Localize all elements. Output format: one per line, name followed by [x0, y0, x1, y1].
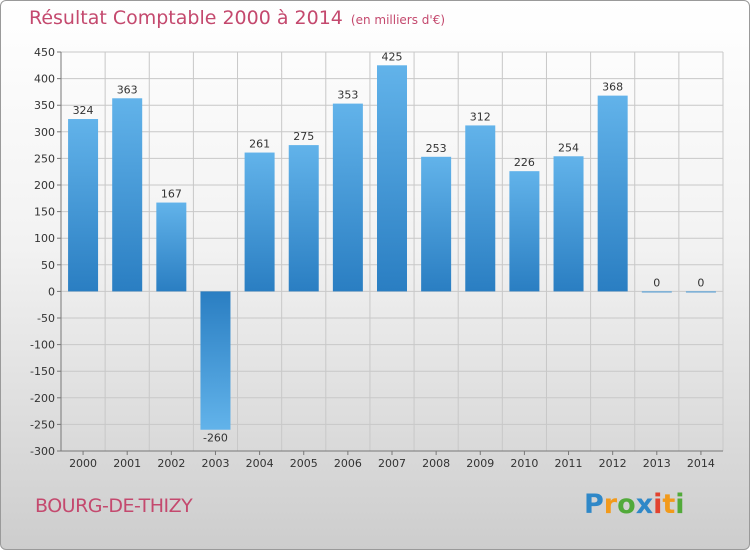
- data-label-2005: 275: [293, 130, 314, 143]
- x-tick-label-2003: 2003: [201, 457, 229, 470]
- logo-letter: i: [675, 489, 685, 520]
- data-label-2004: 261: [249, 138, 270, 151]
- bar-2003[interactable]: [200, 291, 231, 430]
- x-tick-label-2009: 2009: [466, 457, 494, 470]
- y-tick-label: 200: [34, 179, 55, 192]
- bar-2007[interactable]: [377, 65, 407, 292]
- x-tick-label-2001: 2001: [113, 457, 141, 470]
- bar-2001[interactable]: [112, 98, 143, 292]
- y-tick-label: 0: [48, 285, 55, 298]
- data-label-2009: 312: [470, 110, 491, 123]
- bar-2010[interactable]: [509, 171, 540, 292]
- x-tick-label-2007: 2007: [378, 457, 406, 470]
- y-tick-label: 150: [34, 206, 55, 219]
- data-label-2002: 167: [161, 188, 182, 201]
- y-tick-label: -250: [30, 418, 55, 431]
- y-tick-label: -100: [30, 339, 55, 352]
- data-label-2008: 253: [426, 142, 447, 155]
- data-label-2010: 226: [514, 156, 535, 169]
- data-label-2014: 0: [697, 276, 704, 289]
- proxiti-logo[interactable]: Proxiti: [584, 489, 685, 520]
- x-tick-label-2005: 2005: [290, 457, 318, 470]
- y-tick-label: 250: [34, 152, 55, 165]
- bar-2012[interactable]: [597, 95, 628, 292]
- chart-title-text: Résultat Comptable 2000 à 2014: [29, 7, 343, 29]
- data-label-2012: 368: [602, 81, 623, 94]
- y-tick-label: 350: [34, 99, 55, 112]
- bar-2006[interactable]: [332, 103, 363, 292]
- data-label-2001: 363: [117, 83, 138, 96]
- logo-letter: t: [662, 489, 676, 520]
- commune-name: BOURG-DE-THIZY: [35, 495, 193, 517]
- y-tick-label: 100: [34, 232, 55, 245]
- x-tick-label-2004: 2004: [246, 457, 274, 470]
- x-tick-label-2006: 2006: [334, 457, 362, 470]
- y-tick-label: -50: [37, 312, 55, 325]
- x-tick-label-2012: 2012: [599, 457, 627, 470]
- y-tick-label: -150: [30, 365, 55, 378]
- x-tick-label-2014: 2014: [687, 457, 715, 470]
- bar-layer: [68, 65, 716, 430]
- y-tick-label: 300: [34, 126, 55, 139]
- logo-letter: P: [584, 489, 604, 520]
- x-tick-label-2010: 2010: [510, 457, 538, 470]
- bar-2004[interactable]: [244, 152, 275, 292]
- bar-2011[interactable]: [553, 156, 584, 292]
- bar-2008[interactable]: [421, 156, 452, 292]
- y-tick-label: -200: [30, 392, 55, 405]
- y-tick-label: 450: [34, 46, 55, 59]
- logo-letter: o: [617, 489, 636, 520]
- bar-2014[interactable]: [685, 291, 716, 293]
- bar-2002[interactable]: [156, 202, 187, 292]
- logo-letter: r: [603, 489, 618, 520]
- data-label-2006: 353: [337, 89, 358, 102]
- data-label-2007: 425: [382, 50, 403, 63]
- x-tick-label-2000: 2000: [69, 457, 97, 470]
- bar-2009[interactable]: [465, 125, 496, 292]
- bar-2000[interactable]: [68, 119, 99, 292]
- bar-2005[interactable]: [288, 145, 319, 292]
- logo-letter: i: [653, 489, 663, 520]
- label-layer: 324 363 167 -260 261 275 353 425 253 312 226 254 368…: [73, 50, 705, 444]
- y-tick-label: -300: [30, 445, 55, 458]
- chart-title: Résultat Comptable 2000 à 2014 (en millie…: [29, 7, 445, 29]
- logo-letter: x: [635, 489, 654, 520]
- bar-2013[interactable]: [641, 291, 672, 293]
- x-tick-label-2011: 2011: [555, 457, 583, 470]
- x-tick-label-2013: 2013: [643, 457, 671, 470]
- x-tick-label-2008: 2008: [422, 457, 450, 470]
- chart-subtitle: (en milliers d'€): [350, 13, 446, 27]
- data-label-2000: 324: [73, 104, 94, 117]
- data-label-2003: -260: [203, 432, 228, 445]
- x-tick-label-2002: 2002: [157, 457, 185, 470]
- data-label-2011: 254: [558, 141, 579, 154]
- y-tick-label: 50: [41, 259, 55, 272]
- axis-layer: 450 400 350 300 250 200 150 100 50 0 -50 -100 -150 -2…: [30, 46, 723, 470]
- y-tick-label: 400: [34, 73, 55, 86]
- data-label-2013: 0: [653, 276, 660, 289]
